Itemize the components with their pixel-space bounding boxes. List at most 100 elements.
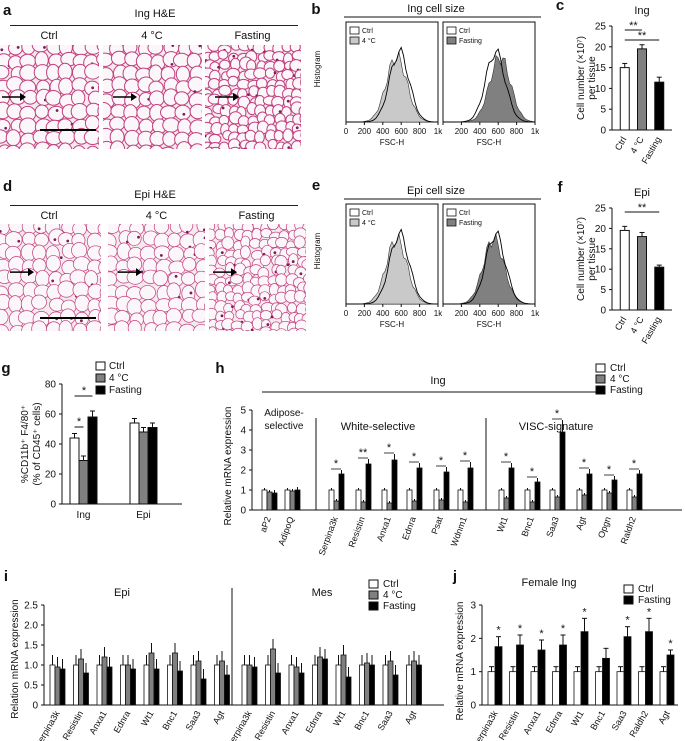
bar-Epi-Agt-Fasting: [224, 674, 230, 706]
y-tick-label: 0: [600, 126, 606, 137]
bar-Mes-Agt-4 °C: [411, 660, 417, 706]
x-tick-label: Agt: [574, 515, 588, 532]
bar-AdipoQ-4 °C: [289, 490, 296, 511]
x-tick-label: 800: [510, 309, 524, 318]
x-tick-label: Saa3: [610, 709, 629, 732]
x-tick-label: Ing: [77, 510, 91, 521]
bar-Serpina3k-Fasting: [494, 646, 503, 706]
y-tick-label: 1: [470, 667, 476, 678]
y-tick-label: 0.5: [24, 681, 38, 692]
bar-Mes-Ednra-Ctrl: [312, 664, 318, 706]
bar-Psat-Fasting: [443, 471, 450, 511]
panel-i-group-title: Mes: [312, 587, 333, 599]
tissue-texture: [205, 45, 301, 149]
bar-Resistin-Ctrl: [509, 671, 517, 706]
x-tick-label: Bnc1: [519, 515, 535, 538]
x-axis-label: FSC-H: [380, 320, 405, 329]
significance-label: *: [582, 457, 587, 469]
bar-Epi-Bnc1-Fasting: [177, 670, 183, 706]
arrow-icon: [233, 93, 239, 101]
y-tick-label: 2: [470, 634, 476, 645]
arrow-icon: [231, 268, 237, 277]
bar-Epi-Saa3-Fasting: [200, 678, 207, 706]
bar-4 °C: [637, 48, 647, 131]
significance-label: *: [632, 458, 637, 470]
bar-Saa3-Fasting: [623, 636, 632, 706]
histology-image-ing-cold: [103, 45, 202, 149]
x-tick-label: Serpina3k: [471, 709, 500, 741]
legend-swatch: [95, 361, 106, 371]
bar-Epi-Resistin-4 °C: [78, 658, 84, 706]
panel-i-group-title: Epi: [114, 587, 130, 599]
bar-Mes-Agt-Fasting: [416, 664, 422, 706]
bar-Epi-Ednra-Fasting: [130, 668, 136, 706]
bar-Ednra-4 °C: [411, 500, 418, 511]
x-tick-label: Saa3: [544, 515, 561, 538]
legend-swatch: [368, 601, 379, 611]
x-tick-label: Wdnm1: [449, 515, 469, 548]
y-tick-label: 25: [595, 22, 607, 33]
x-tick-label: Ednra: [304, 709, 325, 735]
significance-label: *: [387, 442, 392, 454]
x-tick-label: 200: [358, 127, 372, 136]
legend-label: Ctrl: [459, 28, 470, 35]
bar-Raldh2-Fasting: [636, 473, 643, 511]
panel-b-title: Ing cell size: [407, 3, 464, 15]
legend-swatch: [95, 373, 106, 383]
legend-label: Ctrl: [362, 210, 373, 217]
legend-swatch: [623, 584, 634, 594]
x-tick-label: Anxa1: [87, 709, 108, 736]
bar-Fasting: [654, 81, 665, 131]
bar-Agt-Ctrl: [659, 671, 668, 706]
bar-Anxa1-Ctrl: [530, 671, 539, 706]
significance-label: **: [629, 20, 638, 32]
x-tick-label: 800: [413, 127, 427, 136]
y-tick-label: 1.0: [24, 661, 38, 672]
legend-swatch: [595, 374, 606, 384]
bar-Ednra-Fasting: [559, 644, 567, 706]
x-tick-label: Agt: [656, 709, 672, 726]
significance-label: *: [539, 628, 544, 640]
panel-a-label-cold: 4 °C: [141, 30, 163, 42]
bar-Mes-Anxa1-Fasting: [298, 672, 305, 706]
legend-swatch: [368, 590, 379, 600]
bar-Mes-Serpina3k-Ctrl: [241, 664, 248, 706]
bar-Mes-Wt1-Ctrl: [335, 664, 342, 706]
bar-Saa3-Fasting: [559, 431, 566, 511]
panel-d-title: Epi H&E: [134, 189, 176, 201]
significance-label: *: [555, 408, 560, 420]
bar-Wt1-Ctrl: [498, 489, 505, 511]
panel-d-label-ctrl: Ctrl: [40, 210, 58, 222]
x-tick-label: 1k: [434, 127, 443, 136]
panel-e-letter: e: [312, 177, 320, 194]
x-tick-label: Bnc1: [160, 709, 179, 732]
bar-Agt-4 °C: [581, 494, 588, 511]
bar-Epi-Serpina3k-4 °C: [54, 666, 61, 706]
panel-a-rule: [10, 25, 298, 26]
bar-Resistin-4 °C: [360, 501, 367, 511]
significance-label: *: [518, 623, 523, 635]
bar-Bnc1-Ctrl: [595, 671, 603, 706]
panel-a-label-ctrl: Ctrl: [40, 30, 58, 42]
y-tick-label: 15: [595, 63, 607, 74]
bar-Epi-Saa3-4 °C: [195, 660, 202, 706]
significance-label: *: [647, 606, 652, 618]
group-label: selective: [265, 421, 304, 432]
bar-Epi-Ednra-4 °C: [125, 664, 131, 706]
bar-Mes-Ednra-Fasting: [322, 658, 328, 706]
bar-Opgn-Ctrl: [601, 489, 608, 511]
significance-label: **: [359, 447, 368, 459]
bar-aP2-4 °C: [266, 491, 273, 511]
bar-Ing-4 °C: [78, 460, 89, 505]
y-tick-label: 3: [240, 446, 246, 457]
bar-Ing-Fasting: [87, 416, 98, 505]
y-tick-label: 40: [45, 440, 57, 451]
legend-label: Fasting: [459, 38, 482, 45]
panel-a-letter: a: [3, 2, 12, 19]
bar-Mes-Saa3-4 °C: [387, 660, 394, 706]
tissue-texture: [0, 224, 101, 331]
bar-Ednra-Fasting: [416, 467, 423, 511]
tissue-texture: [108, 224, 205, 331]
x-tick-label: Ednra: [400, 515, 418, 541]
